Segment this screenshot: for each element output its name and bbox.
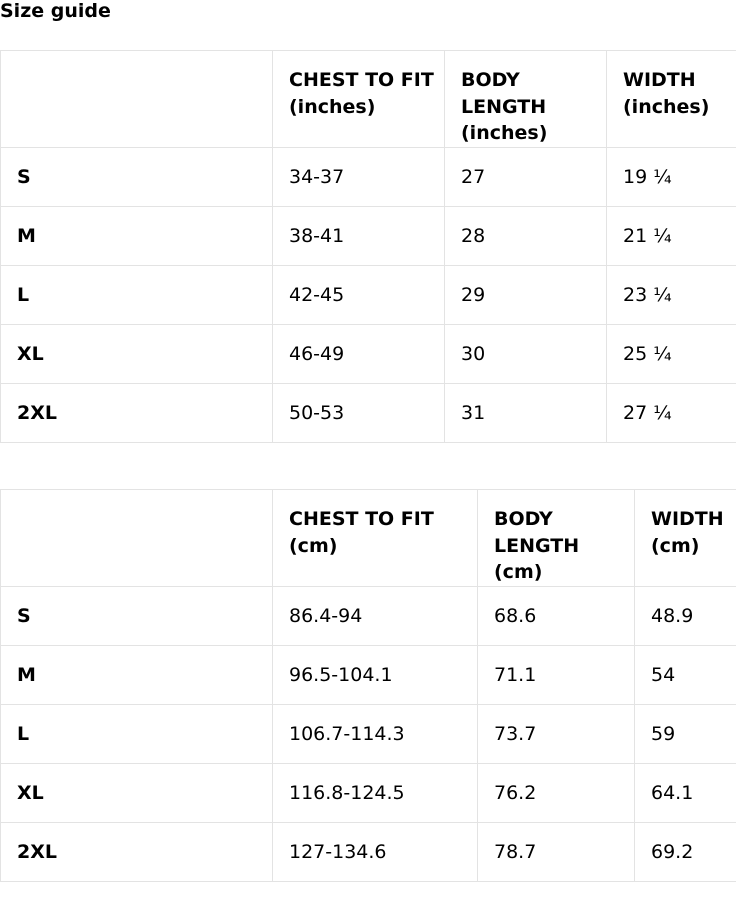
size-label: M <box>0 205 273 266</box>
body-length-value: 71.1 <box>477 644 635 705</box>
table-header-row: CHEST TO FIT (inches) BODY LENGTH (inche… <box>0 50 736 148</box>
width-value: 69.2 <box>634 821 736 882</box>
page-title: Size guide <box>0 0 111 22</box>
size-label: 2XL <box>0 821 273 882</box>
width-value: 19 ¼ <box>606 146 736 207</box>
chest-value: 50-53 <box>272 382 445 443</box>
width-value: 27 ¼ <box>606 382 736 443</box>
chest-value: 38-41 <box>272 205 445 266</box>
table-row: XL 46-49 30 25 ¼ <box>0 323 736 384</box>
size-label: M <box>0 644 273 705</box>
width-value: 48.9 <box>634 585 736 646</box>
header-chest: CHEST TO FIT (cm) <box>272 489 478 587</box>
table-row: L 106.7-114.3 73.7 59 <box>0 703 736 764</box>
body-length-value: 73.7 <box>477 703 635 764</box>
size-label: XL <box>0 762 273 823</box>
chest-value: 34-37 <box>272 146 445 207</box>
chest-value: 86.4-94 <box>272 585 478 646</box>
width-value: 21 ¼ <box>606 205 736 266</box>
body-length-value: 29 <box>444 264 607 325</box>
header-body-length: BODY LENGTH (inches) <box>444 50 607 148</box>
table-row: S 86.4-94 68.6 48.9 <box>0 585 736 646</box>
header-body-length: BODY LENGTH (cm) <box>477 489 635 587</box>
width-value: 23 ¼ <box>606 264 736 325</box>
table-row: M 38-41 28 21 ¼ <box>0 205 736 266</box>
table-header-row: CHEST TO FIT (cm) BODY LENGTH (cm) WIDTH… <box>0 489 736 587</box>
chest-value: 96.5-104.1 <box>272 644 478 705</box>
chest-value: 42-45 <box>272 264 445 325</box>
size-label: L <box>0 264 273 325</box>
table-row: L 42-45 29 23 ¼ <box>0 264 736 325</box>
width-value: 25 ¼ <box>606 323 736 384</box>
body-length-value: 68.6 <box>477 585 635 646</box>
header-size <box>0 489 273 587</box>
body-length-value: 31 <box>444 382 607 443</box>
chest-value: 46-49 <box>272 323 445 384</box>
chest-value: 127-134.6 <box>272 821 478 882</box>
size-label: 2XL <box>0 382 273 443</box>
size-label: S <box>0 146 273 207</box>
table-row: 2XL 127-134.6 78.7 69.2 <box>0 821 736 882</box>
header-chest: CHEST TO FIT (inches) <box>272 50 445 148</box>
body-length-value: 30 <box>444 323 607 384</box>
width-value: 59 <box>634 703 736 764</box>
chest-value: 116.8-124.5 <box>272 762 478 823</box>
body-length-value: 76.2 <box>477 762 635 823</box>
body-length-value: 78.7 <box>477 821 635 882</box>
header-width: WIDTH (inches) <box>606 50 736 148</box>
table-row: XL 116.8-124.5 76.2 64.1 <box>0 762 736 823</box>
body-length-value: 28 <box>444 205 607 266</box>
size-label: XL <box>0 323 273 384</box>
header-size <box>0 50 273 148</box>
table-row: M 96.5-104.1 71.1 54 <box>0 644 736 705</box>
table-row: 2XL 50-53 31 27 ¼ <box>0 382 736 443</box>
body-length-value: 27 <box>444 146 607 207</box>
size-table-cm: CHEST TO FIT (cm) BODY LENGTH (cm) WIDTH… <box>0 489 736 882</box>
table-row: S 34-37 27 19 ¼ <box>0 146 736 207</box>
width-value: 54 <box>634 644 736 705</box>
size-table-inches: CHEST TO FIT (inches) BODY LENGTH (inche… <box>0 50 736 443</box>
width-value: 64.1 <box>634 762 736 823</box>
header-width: WIDTH (cm) <box>634 489 736 587</box>
chest-value: 106.7-114.3 <box>272 703 478 764</box>
size-label: L <box>0 703 273 764</box>
size-label: S <box>0 585 273 646</box>
